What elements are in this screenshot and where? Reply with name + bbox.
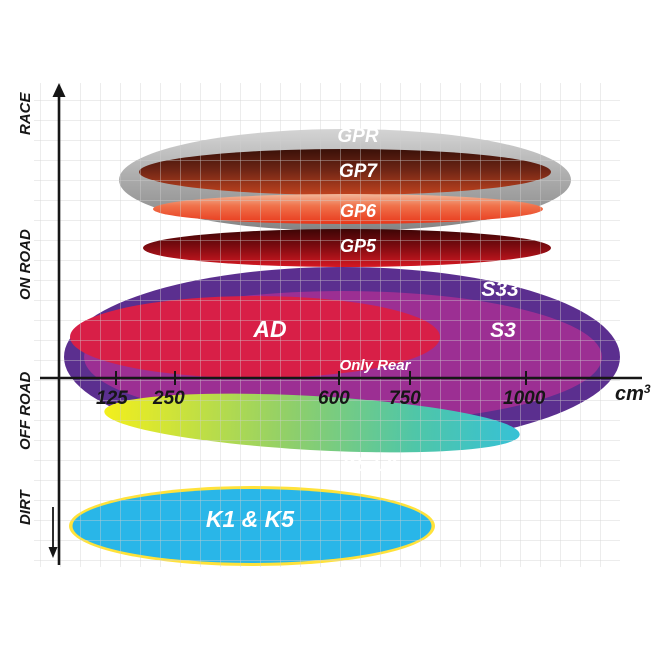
- svg-text:750: 750: [389, 388, 421, 409]
- svg-text:ON ROAD: ON ROAD: [17, 229, 34, 300]
- svg-text:K1 & K5: K1 & K5: [206, 506, 295, 532]
- svg-text:1000: 1000: [503, 388, 546, 409]
- svg-text:RACE: RACE: [17, 92, 34, 135]
- svg-text:S3: S3: [490, 319, 516, 342]
- svg-text:125: 125: [96, 388, 128, 409]
- svg-text:S33: S33: [481, 278, 519, 301]
- svg-text:250: 250: [152, 388, 185, 409]
- svg-text:K5-LX: K5-LX: [343, 455, 399, 476]
- svg-text:OFF ROAD: OFF ROAD: [17, 372, 34, 450]
- svg-text:GP7: GP7: [339, 161, 378, 182]
- svg-text:Only Rear: Only Rear: [340, 357, 412, 374]
- svg-text:GPR: GPR: [337, 126, 378, 147]
- svg-text:600: 600: [318, 388, 350, 409]
- svg-text:GP6: GP6: [340, 201, 377, 221]
- svg-text:cm3: cm3: [615, 382, 651, 405]
- svg-text:GP5: GP5: [340, 236, 377, 256]
- svg-text:AD: AD: [252, 316, 286, 342]
- svg-text:DIRT: DIRT: [17, 488, 34, 525]
